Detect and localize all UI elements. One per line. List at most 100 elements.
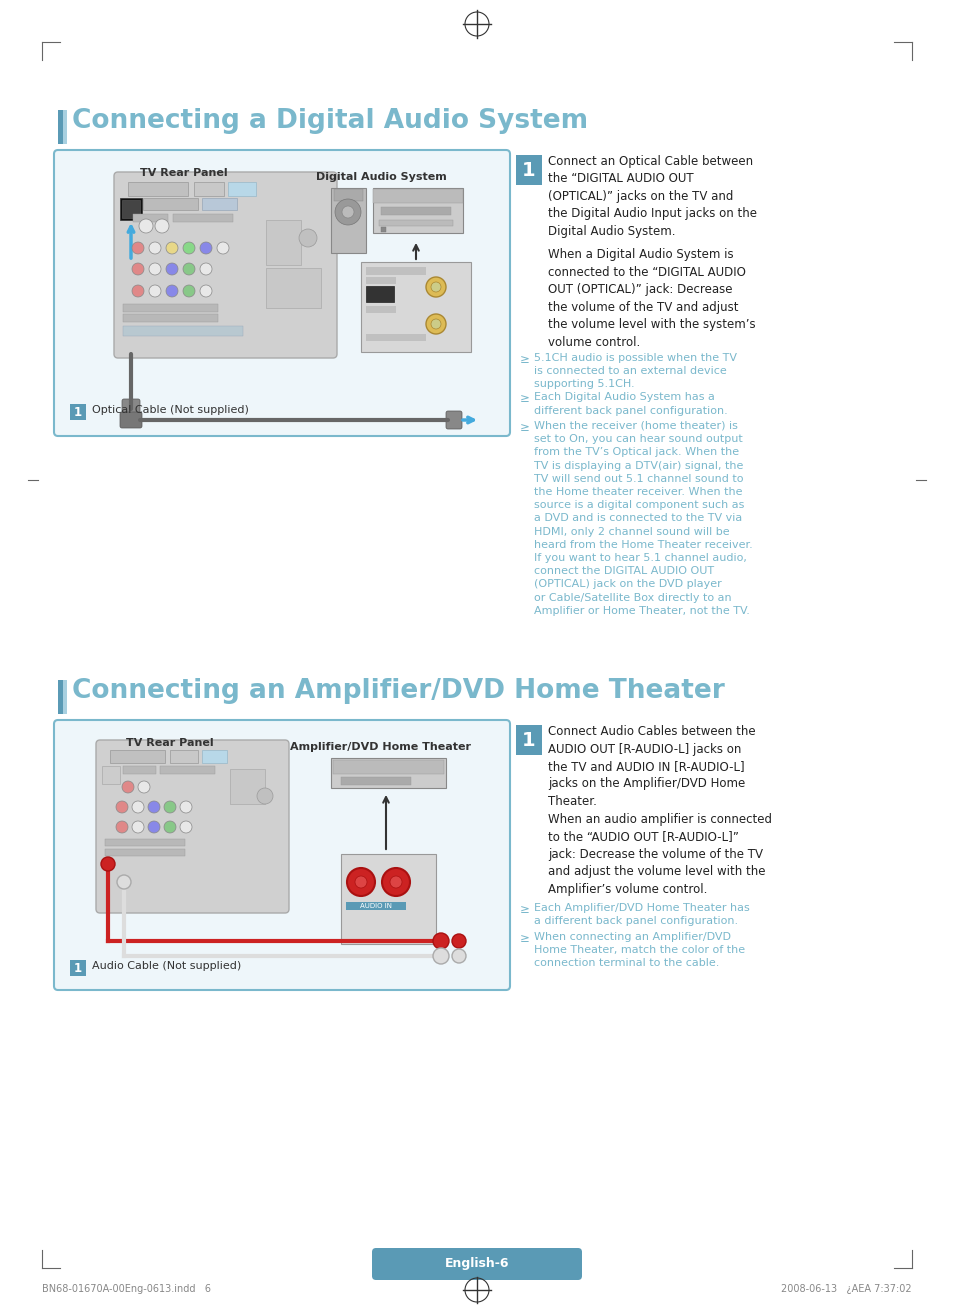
Circle shape (433, 948, 449, 964)
Text: When a Digital Audio System is
connected to the “DIGITAL AUDIO
OUT (OPTICAL)” ja: When a Digital Audio System is connected… (547, 248, 755, 348)
Bar (202, 198, 236, 210)
Bar (333, 760, 443, 774)
Bar (105, 838, 185, 846)
Circle shape (164, 821, 175, 833)
Text: 1: 1 (521, 161, 536, 179)
Circle shape (166, 242, 178, 254)
Bar (380, 207, 451, 215)
Circle shape (200, 263, 212, 275)
Circle shape (132, 263, 144, 275)
Circle shape (164, 800, 175, 814)
Bar (70, 960, 86, 976)
Circle shape (200, 286, 212, 297)
FancyBboxPatch shape (122, 400, 140, 421)
Text: Connect an Optical Cable between
the “DIGITAL AUDIO OUT
(OPTICAL)” jacks on the : Connect an Optical Cable between the “DI… (547, 155, 757, 238)
Circle shape (355, 876, 367, 888)
Bar (123, 314, 218, 322)
Bar (266, 269, 320, 308)
Circle shape (433, 933, 449, 948)
Bar (340, 777, 411, 785)
Text: English-6: English-6 (444, 1258, 509, 1271)
Circle shape (180, 800, 192, 814)
Text: TV Rear Panel: TV Rear Panel (139, 168, 227, 178)
Text: ≥: ≥ (519, 903, 529, 916)
Bar (132, 214, 168, 221)
Circle shape (431, 320, 440, 329)
Circle shape (154, 219, 169, 233)
Text: Amplifier/DVD Home Theater: Amplifier/DVD Home Theater (291, 741, 471, 752)
Circle shape (426, 314, 446, 334)
Bar (58, 110, 63, 144)
Bar (516, 724, 541, 755)
Circle shape (116, 821, 128, 833)
Bar (331, 758, 446, 789)
Circle shape (298, 229, 316, 248)
Bar (202, 751, 227, 762)
Circle shape (148, 821, 160, 833)
Bar (128, 182, 188, 196)
Circle shape (347, 869, 375, 896)
Text: ≥: ≥ (519, 393, 529, 405)
Bar (105, 849, 185, 855)
Text: When an audio amplifier is connected
to the “AUDIO OUT [R-AUDIO-L]”
jack: Decrea: When an audio amplifier is connected to … (547, 814, 771, 896)
Bar (123, 304, 218, 312)
Bar (366, 334, 426, 341)
Text: ≥: ≥ (519, 421, 529, 434)
Circle shape (149, 242, 161, 254)
Circle shape (256, 789, 273, 804)
Bar (346, 903, 406, 910)
Text: Each Digital Audio System has a
different back panel configuration.: Each Digital Audio System has a differen… (534, 393, 727, 415)
Bar (63, 680, 67, 714)
Bar (110, 751, 165, 762)
Circle shape (200, 242, 212, 254)
Circle shape (132, 242, 144, 254)
Bar (516, 155, 541, 185)
Bar (380, 227, 386, 232)
FancyBboxPatch shape (446, 411, 461, 428)
Bar (334, 189, 363, 200)
Bar (102, 766, 120, 783)
Bar (373, 189, 462, 233)
FancyBboxPatch shape (96, 740, 289, 913)
Text: BN68-01670A-00Eng-0613.indd   6: BN68-01670A-00Eng-0613.indd 6 (42, 1284, 211, 1294)
Circle shape (180, 821, 192, 833)
Bar (58, 680, 63, 714)
Text: Optical Cable (Not supplied): Optical Cable (Not supplied) (91, 405, 249, 415)
Bar (228, 182, 255, 196)
Bar (266, 220, 301, 265)
Circle shape (122, 781, 133, 793)
Circle shape (183, 263, 194, 275)
Bar (340, 854, 436, 945)
Bar (366, 307, 395, 313)
Circle shape (132, 821, 144, 833)
Circle shape (216, 242, 229, 254)
Bar (373, 189, 462, 203)
Bar (123, 766, 156, 774)
Circle shape (139, 219, 152, 233)
Bar (366, 276, 395, 284)
Circle shape (148, 800, 160, 814)
Circle shape (149, 286, 161, 297)
Bar (366, 286, 394, 303)
Text: Connecting an Amplifier/DVD Home Theater: Connecting an Amplifier/DVD Home Theater (71, 679, 724, 703)
FancyBboxPatch shape (54, 721, 510, 990)
Text: 1: 1 (521, 731, 536, 749)
Text: ≥: ≥ (519, 931, 529, 945)
Circle shape (426, 276, 446, 297)
Circle shape (149, 263, 161, 275)
Circle shape (116, 800, 128, 814)
Circle shape (452, 934, 465, 948)
Circle shape (452, 948, 465, 963)
Bar (366, 267, 426, 275)
Text: Digital Audio System: Digital Audio System (315, 172, 446, 182)
Text: Each Amplifier/DVD Home Theater has
a different back panel configuration.: Each Amplifier/DVD Home Theater has a di… (534, 903, 749, 926)
Text: When the receiver (home theater) is
set to On, you can hear sound output
from th: When the receiver (home theater) is set … (534, 421, 752, 616)
FancyBboxPatch shape (113, 172, 336, 358)
Circle shape (132, 286, 144, 297)
Circle shape (341, 206, 354, 217)
Bar (63, 110, 67, 144)
Bar (122, 200, 140, 217)
FancyBboxPatch shape (54, 151, 510, 436)
Bar (70, 403, 86, 421)
Circle shape (138, 781, 150, 793)
